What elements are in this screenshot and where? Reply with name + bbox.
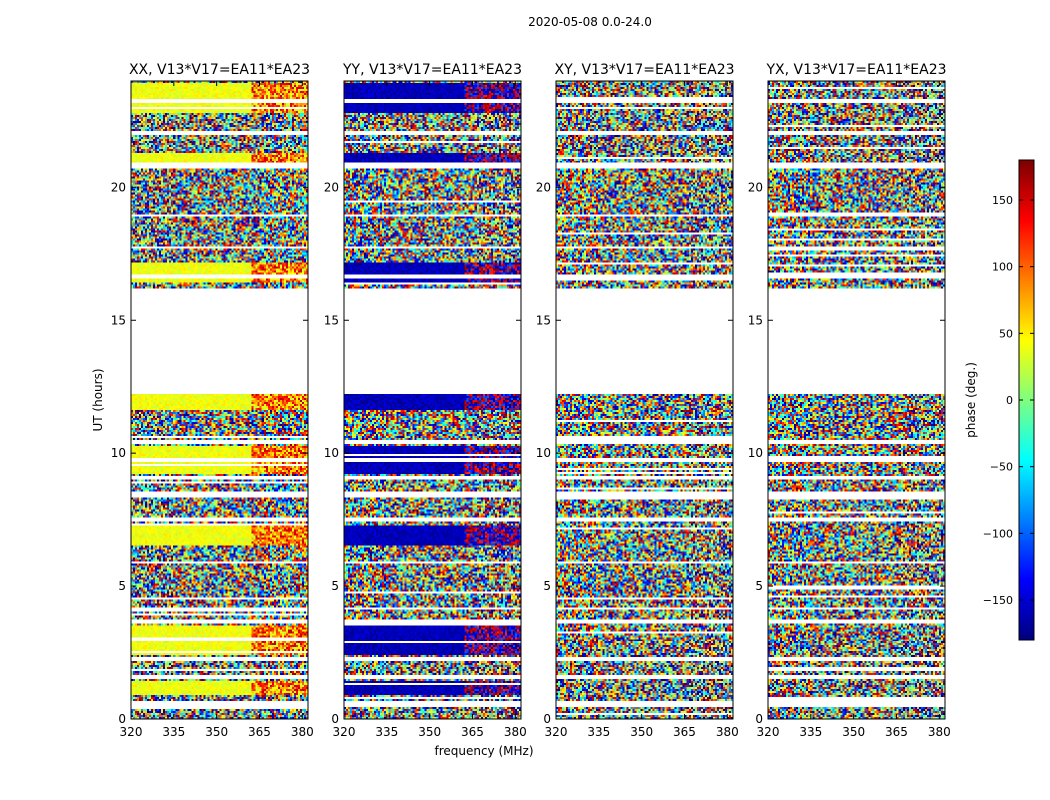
y-tick-label: 15 bbox=[324, 313, 339, 327]
y-tick-label: 0 bbox=[543, 712, 551, 726]
panel-yy: YY, V13*V17=EA11*EA23 320 335 350 365 380 0 5 10… bbox=[324, 62, 527, 739]
panel-frame bbox=[767, 80, 946, 720]
x-tick-label: 365 bbox=[461, 725, 484, 739]
x-tick-label: 365 bbox=[885, 725, 908, 739]
x-tick-label: 335 bbox=[799, 725, 822, 739]
y-tick-label: 20 bbox=[748, 180, 763, 194]
x-tick-label: 350 bbox=[630, 725, 653, 739]
colorbar-tick-label: 0 bbox=[1006, 394, 1013, 407]
y-tick-label: 15 bbox=[536, 313, 551, 327]
colorbar-tick-label: −100 bbox=[983, 527, 1013, 540]
y-tick-label: 0 bbox=[118, 712, 126, 726]
y-tick-label: 10 bbox=[536, 446, 551, 460]
colorbar-tick-label: −150 bbox=[983, 594, 1013, 607]
y-tick-label: 10 bbox=[111, 446, 126, 460]
colorbar: 150 100 50 0 −50 −100 −150 bbox=[983, 159, 1035, 641]
x-tick-label: 335 bbox=[587, 725, 610, 739]
y-tick-label: 0 bbox=[755, 712, 763, 726]
panel-frame bbox=[343, 80, 522, 720]
x-tick-label: 320 bbox=[333, 725, 356, 739]
x-tick-label: 350 bbox=[418, 725, 441, 739]
heatmap-xy bbox=[556, 81, 733, 719]
x-tick-label: 380 bbox=[716, 725, 739, 739]
colorbar-tick-label: 50 bbox=[999, 327, 1013, 340]
colorbar-label: phase (deg.) bbox=[964, 362, 978, 438]
y-tick-label: 5 bbox=[543, 579, 551, 593]
x-tick-label: 320 bbox=[757, 725, 780, 739]
y-axis-label: UT (hours) bbox=[91, 368, 105, 431]
x-tick-label: 335 bbox=[375, 725, 398, 739]
x-tick-label: 380 bbox=[928, 725, 951, 739]
heatmap-xx bbox=[131, 81, 308, 719]
panel-title-yy: YY, V13*V17=EA11*EA23 bbox=[342, 62, 522, 78]
x-tick-label: 365 bbox=[673, 725, 696, 739]
panel-xy: XY, V13*V17=EA11*EA23 320 335 350 365 380 0 5 10… bbox=[536, 62, 739, 739]
panel-xx: XX, V13*V17=EA11*EA23 320 335 350 365 380 0 5 10… bbox=[111, 62, 314, 739]
panel-title-yx: YX, V13*V17=EA11*EA23 bbox=[765, 62, 946, 78]
x-tick-label: 350 bbox=[842, 725, 865, 739]
y-tick-label: 0 bbox=[331, 712, 339, 726]
x-tick-label: 335 bbox=[162, 725, 185, 739]
figure-suptitle: 2020-05-08 0.0-24.0 bbox=[528, 15, 652, 29]
panels-group: XX, V13*V17=EA11*EA23 320 335 350 365 380 0 5 10… bbox=[111, 62, 951, 739]
y-tick-label: 5 bbox=[755, 579, 763, 593]
y-tick-label: 20 bbox=[111, 180, 126, 194]
panel-title-xx: XX, V13*V17=EA11*EA23 bbox=[129, 62, 310, 78]
panel-frame bbox=[130, 80, 309, 720]
x-tick-label: 380 bbox=[291, 725, 314, 739]
panel-frame bbox=[555, 80, 734, 720]
colorbar-tick-label: 100 bbox=[992, 261, 1013, 274]
y-tick-label: 15 bbox=[748, 313, 763, 327]
panel-yx: YX, V13*V17=EA11*EA23 320 335 350 365 380 0 5 10… bbox=[748, 62, 951, 739]
colorbar-gradient bbox=[1019, 160, 1034, 640]
y-tick-label: 10 bbox=[748, 446, 763, 460]
x-tick-label: 350 bbox=[205, 725, 228, 739]
heatmap-yx bbox=[768, 81, 945, 719]
x-tick-label: 365 bbox=[248, 725, 271, 739]
colorbar-tick-label: −50 bbox=[990, 461, 1013, 474]
y-tick-label: 20 bbox=[536, 180, 551, 194]
heatmap-yy bbox=[344, 81, 521, 719]
y-tick-label: 15 bbox=[111, 313, 126, 327]
x-tick-label: 320 bbox=[545, 725, 568, 739]
y-tick-label: 20 bbox=[324, 180, 339, 194]
x-tick-label: 320 bbox=[120, 725, 143, 739]
colorbar-tick-label: 150 bbox=[992, 194, 1013, 207]
panel-title-xy: XY, V13*V17=EA11*EA23 bbox=[554, 62, 734, 78]
x-axis-label: frequency (MHz) bbox=[434, 744, 533, 758]
y-tick-label: 5 bbox=[331, 579, 339, 593]
y-tick-label: 5 bbox=[118, 579, 126, 593]
x-tick-label: 380 bbox=[504, 725, 527, 739]
y-tick-label: 10 bbox=[324, 446, 339, 460]
